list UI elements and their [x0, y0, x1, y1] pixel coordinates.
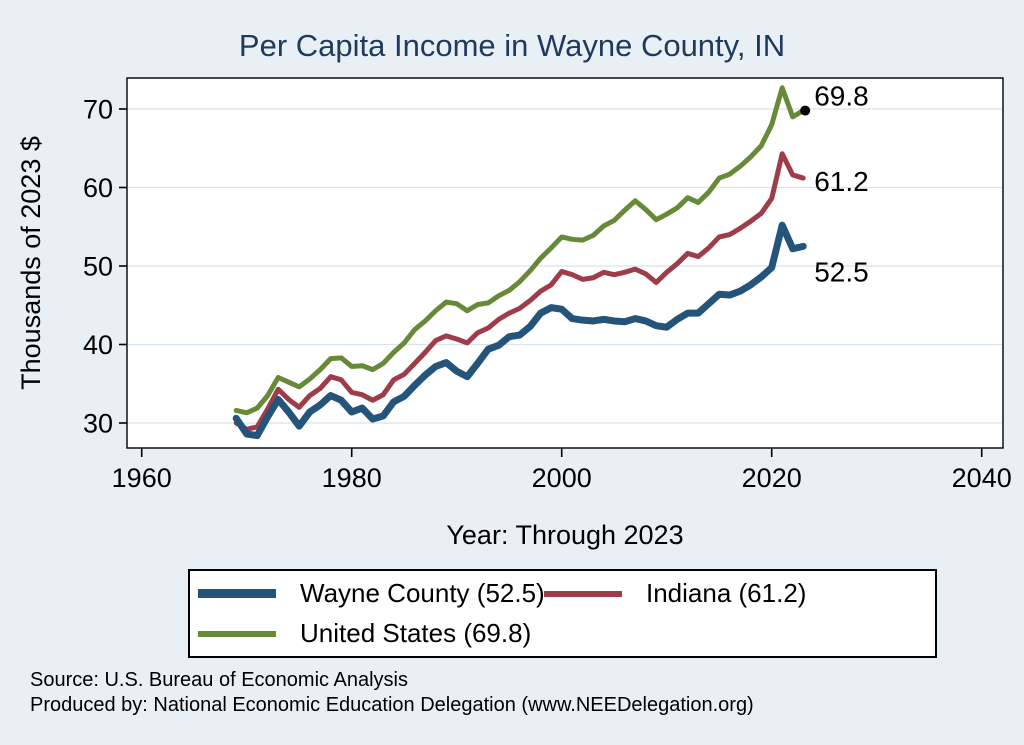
legend-item-indiana: Indiana (61.2) — [544, 578, 935, 609]
x-tick-label-2000: 2000 — [532, 463, 592, 493]
x-tick-label-1960: 1960 — [112, 463, 172, 493]
legend-swatch-indiana — [544, 590, 622, 597]
legend-swatch-united-states — [198, 630, 276, 637]
plot-border — [126, 77, 1004, 449]
series-line-indiana — [233, 151, 806, 432]
legend: Wayne County (52.5) Indiana (61.2) Unite… — [188, 569, 937, 658]
y-tick-label-70: 70 — [83, 95, 113, 125]
legend-item-united-states: United States (69.8) — [198, 618, 544, 649]
x-tick-label-2040: 2040 — [952, 463, 1012, 493]
legend-label-indiana: Indiana (61.2) — [646, 578, 807, 608]
end-label-united-states: 69.8 — [814, 81, 869, 112]
legend-label-wayne-county: Wayne County (52.5) — [300, 578, 545, 608]
end-label-wayne-county: 52.5 — [814, 256, 869, 287]
y-axis-title: Thousands of 2023 $ — [16, 136, 46, 390]
series-line-united-states — [233, 85, 806, 416]
series-line-wayne-county — [232, 221, 807, 440]
legend-item-wayne-county: Wayne County (52.5) — [198, 578, 545, 609]
y-tick-label-30: 30 — [83, 409, 113, 439]
chart-title: Per Capita Income in Wayne County, IN — [238, 28, 786, 63]
x-tick-label-1980: 1980 — [322, 463, 382, 493]
plot-background — [127, 78, 1003, 448]
y-tick-label-40: 40 — [83, 330, 113, 360]
y-tick-label-60: 60 — [83, 173, 113, 203]
end-label-indiana: 61.2 — [814, 166, 869, 197]
producer-note: Produced by: National Economic Education… — [30, 693, 754, 716]
y-tick-label-50: 50 — [83, 252, 113, 282]
legend-swatch-wayne-county — [198, 589, 276, 598]
source-note: Source: U.S. Bureau of Economic Analysis — [30, 669, 408, 691]
end-dot-united-states — [800, 105, 811, 116]
x-axis-title: Year: Through 2023 — [446, 520, 683, 550]
x-tick-label-2020: 2020 — [742, 463, 802, 493]
footer: Source: U.S. Bureau of Economic Analysis… — [30, 668, 754, 717]
legend-label-united-states: United States (69.8) — [300, 618, 532, 648]
